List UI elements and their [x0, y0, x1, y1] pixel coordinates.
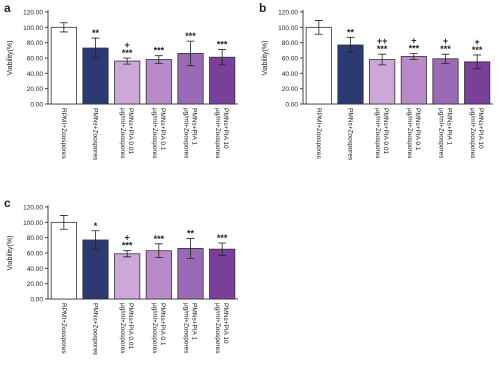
- error-bar: [346, 36, 355, 54]
- bar: [400, 56, 427, 105]
- bar: [145, 59, 172, 105]
- y-axis-label: Viability(%): [7, 236, 14, 271]
- panel-label: b: [259, 1, 266, 15]
- significance-mark: +: [411, 35, 416, 45]
- x-tick-label: PMNs+PIA 0.01 μg/ml+Zoospores: [119, 108, 134, 159]
- significance-mark: **: [92, 28, 100, 38]
- error-bar: [473, 54, 482, 70]
- x-tick-label: PMNs+PIA 0.1 μg/ml+Zoospores: [151, 303, 166, 354]
- y-tick-label: 100.00: [278, 25, 298, 32]
- significance-mark: ***: [185, 31, 196, 41]
- bar: [337, 44, 364, 105]
- y-tick-label: 40.00: [282, 71, 299, 78]
- significance-mark: +: [125, 233, 130, 243]
- y-tick-label: 60.00: [282, 56, 299, 63]
- error-bar: [154, 243, 163, 258]
- x-tick-label: RPMI+Zoospores: [60, 108, 67, 160]
- error-bar: [218, 49, 227, 66]
- y-tick-label: 0.00: [30, 102, 43, 109]
- error-bar: [218, 242, 227, 256]
- x-tick-label: RPMI+Zoospores: [315, 108, 322, 160]
- error-bar: [123, 57, 132, 65]
- error-bar: [441, 53, 450, 64]
- significance-mark: ***: [217, 233, 228, 243]
- significance-mark: ***: [122, 241, 133, 251]
- x-tick-label: PMNs+PIA 10 μg/ml+Zoospores: [214, 303, 229, 354]
- y-tick-label: 80.00: [282, 40, 299, 47]
- error-bar: [123, 250, 132, 258]
- y-tick-label: 60.00: [27, 251, 44, 258]
- significance-mark: **: [347, 27, 355, 37]
- bar: [209, 56, 236, 105]
- x-tick-label: PMNs+PIA 0.1 μg/ml+Zoospores: [151, 108, 166, 159]
- x-tick-label: PMNs+Zoospores: [347, 108, 354, 161]
- panel-label: c: [4, 196, 11, 210]
- y-tick-label: 0.00: [285, 102, 298, 109]
- y-tick-label: 20.00: [282, 86, 299, 93]
- error-bar: [154, 55, 163, 64]
- y-tick-label: 40.00: [27, 266, 44, 273]
- significance-mark: +: [475, 37, 480, 47]
- panel-label: a: [4, 1, 11, 15]
- y-tick-label: 80.00: [27, 40, 44, 47]
- bar: [432, 58, 459, 105]
- x-tick-label: PMNs+PIA 10 μg/ml+Zoospores: [469, 108, 484, 159]
- bar: [114, 60, 141, 105]
- bar: [50, 26, 77, 105]
- bar: [305, 26, 332, 105]
- error-bar: [378, 53, 387, 66]
- bar: [50, 221, 77, 300]
- x-tick-label: RPMI+Zoospores: [60, 303, 67, 355]
- significance-mark: ***: [377, 44, 388, 54]
- bar: [114, 253, 141, 300]
- x-tick-label: PMNs+PIA 1 μg/ml+Zoospores: [183, 108, 198, 159]
- bar: [145, 250, 172, 300]
- y-tick-label: 120.00: [23, 205, 43, 212]
- significance-mark: ***: [472, 45, 483, 55]
- x-tick-label: PMNs+PIA 1 μg/ml+Zoospores: [438, 108, 453, 159]
- y-tick-label: 0.00: [30, 297, 43, 304]
- y-axis-label: Viability(%): [7, 41, 14, 76]
- significance-mark: ++: [377, 36, 388, 46]
- x-tick-label: PMNs+PIA 10 μg/ml+Zoospores: [214, 108, 229, 159]
- error-bar: [59, 215, 68, 230]
- error-bar: [59, 22, 68, 33]
- y-tick-label: 100.00: [23, 25, 43, 32]
- significance-mark: +: [125, 40, 130, 50]
- x-tick-label: PMNs+Zoospores: [92, 303, 99, 356]
- y-tick-label: 20.00: [27, 86, 44, 93]
- error-bar: [314, 20, 323, 35]
- error-bar: [186, 238, 195, 259]
- y-tick-label: 120.00: [23, 10, 43, 17]
- y-tick-label: 20.00: [27, 281, 44, 288]
- bar: [369, 59, 396, 105]
- y-tick-label: 40.00: [27, 71, 44, 78]
- significance-mark: ***: [409, 43, 420, 53]
- significance-mark: ***: [217, 40, 228, 50]
- y-tick-label: 80.00: [27, 235, 44, 242]
- significance-mark: ***: [122, 48, 133, 58]
- y-tick-label: 120.00: [278, 10, 298, 17]
- x-tick-label: PMNs+PIA 0.01 μg/ml+Zoospores: [119, 303, 134, 354]
- error-bar: [91, 37, 100, 59]
- significance-mark: ***: [154, 234, 165, 244]
- y-tick-label: 100.00: [23, 220, 43, 227]
- significance-mark: ***: [154, 46, 165, 56]
- y-tick-label: 60.00: [27, 56, 44, 63]
- x-tick-label: PMNs+PIA 0.1 μg/ml+Zoospores: [406, 108, 421, 159]
- y-axis-label: Viability(%): [262, 41, 269, 76]
- error-bar: [91, 230, 100, 250]
- error-bar: [409, 53, 418, 60]
- x-tick-label: PMNs+Zoospores: [92, 108, 99, 161]
- bar: [209, 248, 236, 300]
- significance-mark: ***: [440, 44, 451, 54]
- x-tick-label: PMNs+PIA 0.01 μg/ml+Zoospores: [374, 108, 389, 159]
- significance-mark: *: [94, 221, 98, 231]
- error-bar: [186, 40, 195, 67]
- significance-mark: +: [443, 36, 448, 46]
- significance-mark: **: [187, 228, 195, 238]
- x-tick-label: PMNs+PIA 1 μg/ml+Zoospores: [183, 303, 198, 354]
